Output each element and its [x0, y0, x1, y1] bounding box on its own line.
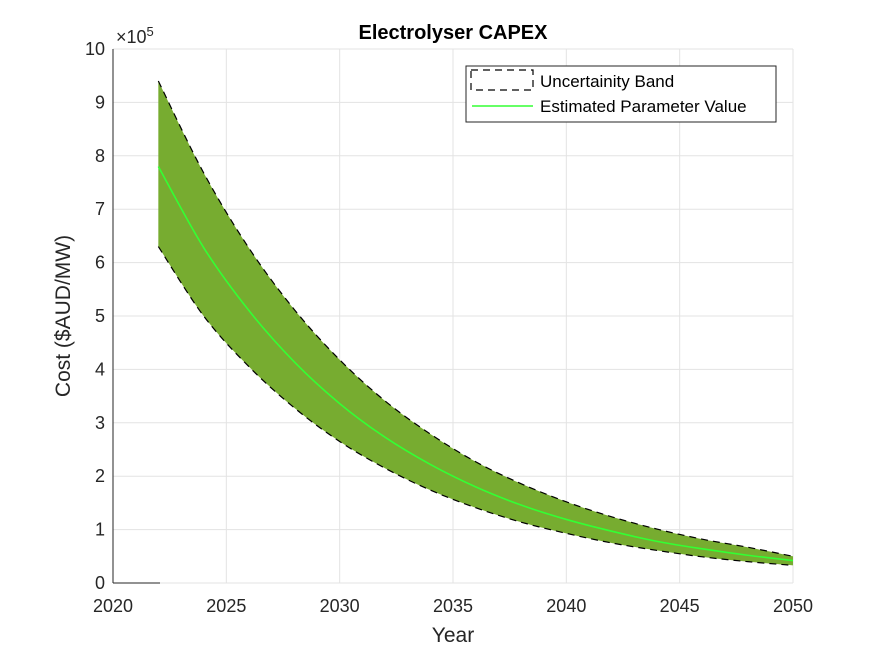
- y-tick-label: 9: [95, 92, 105, 112]
- x-tick-label: 2030: [320, 596, 360, 616]
- y-tick-label: 4: [95, 359, 105, 379]
- axes: [112, 49, 160, 584]
- y-tick-label: 7: [95, 199, 105, 219]
- y-tick-label: 5: [95, 306, 105, 326]
- legend-entry-line: Estimated Parameter Value: [540, 97, 747, 116]
- x-tick-label: 2020: [93, 596, 133, 616]
- band-upper-edge: [157, 80, 794, 557]
- uncertainty-band-area: [158, 81, 794, 566]
- estimate-line-layer: [157, 166, 794, 562]
- x-tick-label: 2040: [546, 596, 586, 616]
- y-tick-label: 3: [95, 413, 105, 433]
- y-tick-label: 10: [85, 39, 105, 59]
- uncertainty-band-layer: [157, 80, 794, 566]
- y-tick-label: 8: [95, 146, 105, 166]
- y-tick-label: 1: [95, 520, 105, 540]
- y-tick-label: 2: [95, 466, 105, 486]
- legend: Uncertainity Band Estimated Parameter Va…: [465, 65, 777, 123]
- estimate-line: [157, 166, 794, 562]
- x-tick-label: 2025: [206, 596, 246, 616]
- y-tick-label: 6: [95, 253, 105, 273]
- y-axis-label: Cost ($AUD/MW): [52, 235, 75, 397]
- x-tick-labels: 2020 2025 2030 2035 2040 2045 2050: [93, 596, 813, 616]
- y-tick-label: 0: [95, 573, 105, 593]
- y-tick-labels: 0 1 2 3 4 5 6 7 8 9 10: [85, 39, 105, 593]
- exponent-power: 5: [147, 24, 154, 39]
- legend-entry-band: Uncertainity Band: [540, 72, 674, 91]
- exponent-base: ×10: [116, 27, 147, 47]
- band-lower-edge: [157, 246, 794, 566]
- x-axis-label: Year: [432, 624, 474, 647]
- x-tick-label: 2035: [433, 596, 473, 616]
- legend-band-swatch: [470, 69, 534, 91]
- chart-title: Electrolyser CAPEX: [359, 22, 549, 44]
- x-tick-label: 2045: [660, 596, 700, 616]
- x-tick-label: 2050: [773, 596, 813, 616]
- y-exponent-label: ×105: [116, 24, 154, 47]
